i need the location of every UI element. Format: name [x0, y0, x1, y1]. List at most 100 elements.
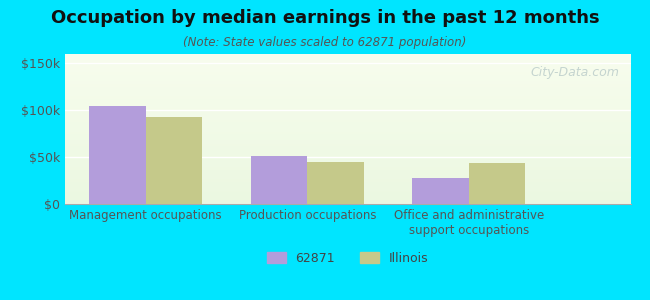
- Bar: [65, 134, 630, 135]
- Bar: [65, 160, 630, 162]
- Bar: [65, 108, 630, 110]
- Bar: [65, 111, 630, 112]
- Bar: [65, 150, 630, 152]
- Bar: [65, 142, 630, 144]
- Bar: [65, 200, 630, 201]
- Bar: [65, 156, 630, 158]
- Bar: [65, 99, 630, 100]
- Bar: [65, 130, 630, 132]
- Bar: [65, 117, 630, 118]
- Bar: [65, 158, 630, 159]
- Bar: [65, 120, 630, 122]
- Bar: [65, 72, 630, 74]
- Bar: [65, 180, 630, 182]
- Bar: [65, 112, 630, 114]
- Bar: [65, 132, 630, 134]
- Bar: [65, 122, 630, 123]
- Bar: [65, 169, 630, 171]
- Bar: [65, 80, 630, 81]
- Bar: [65, 172, 630, 174]
- Bar: [65, 75, 630, 76]
- Bar: [65, 64, 630, 66]
- Bar: [65, 188, 630, 189]
- Bar: [65, 76, 630, 78]
- Bar: [65, 154, 630, 156]
- Bar: [65, 141, 630, 142]
- Bar: [65, 195, 630, 196]
- Bar: [65, 196, 630, 198]
- Bar: [65, 190, 630, 192]
- Bar: [65, 138, 630, 140]
- Bar: [65, 192, 630, 194]
- Bar: [65, 201, 630, 202]
- Bar: [65, 94, 630, 96]
- Bar: [65, 189, 630, 190]
- Bar: [65, 152, 630, 153]
- Bar: [65, 63, 630, 64]
- Bar: [65, 123, 630, 124]
- Bar: [65, 129, 630, 130]
- Bar: [65, 153, 630, 154]
- Bar: [65, 85, 630, 87]
- Bar: [65, 118, 630, 120]
- Bar: [65, 74, 630, 75]
- Bar: [65, 177, 630, 178]
- Bar: [65, 60, 630, 61]
- Bar: [65, 87, 630, 88]
- Bar: [65, 68, 630, 69]
- Bar: [65, 54, 630, 56]
- Bar: [65, 140, 630, 141]
- Bar: [65, 98, 630, 99]
- Bar: [65, 186, 630, 188]
- Bar: [65, 69, 630, 70]
- Bar: [65, 61, 630, 63]
- Bar: [65, 184, 630, 186]
- Bar: [65, 146, 630, 147]
- Bar: [65, 103, 630, 105]
- Bar: [65, 128, 630, 129]
- Bar: [65, 102, 630, 104]
- Bar: [65, 56, 630, 57]
- Bar: [65, 110, 630, 111]
- Bar: [65, 126, 630, 128]
- Bar: [65, 168, 630, 170]
- Bar: [65, 167, 630, 168]
- Bar: [469, 163, 525, 204]
- Bar: [65, 176, 630, 177]
- Text: City-Data.com: City-Data.com: [530, 66, 619, 79]
- Bar: [65, 88, 630, 90]
- Bar: [65, 202, 630, 204]
- Bar: [307, 162, 364, 204]
- Bar: [65, 105, 630, 106]
- Bar: [65, 136, 630, 138]
- Bar: [65, 106, 630, 108]
- Bar: [65, 182, 630, 183]
- Bar: [146, 117, 202, 204]
- Bar: [65, 92, 630, 93]
- Bar: [65, 81, 630, 82]
- Bar: [65, 124, 630, 126]
- Bar: [65, 114, 630, 116]
- Bar: [65, 93, 630, 94]
- Bar: [65, 70, 630, 72]
- Text: Occupation by median earnings in the past 12 months: Occupation by median earnings in the pas…: [51, 9, 599, 27]
- Bar: [65, 57, 630, 58]
- Bar: [65, 147, 630, 148]
- Bar: [65, 144, 630, 146]
- Bar: [65, 165, 630, 166]
- Bar: [65, 198, 630, 200]
- Text: (Note: State values scaled to 62871 population): (Note: State values scaled to 62871 popu…: [183, 36, 467, 49]
- Bar: [65, 171, 630, 172]
- Bar: [65, 178, 630, 180]
- Bar: [65, 164, 630, 165]
- Bar: [65, 194, 630, 195]
- Bar: [65, 174, 630, 176]
- Bar: [65, 135, 630, 136]
- Bar: [65, 78, 630, 80]
- Bar: [65, 183, 630, 184]
- Bar: [65, 159, 630, 160]
- Legend: 62871, Illinois: 62871, Illinois: [262, 247, 434, 270]
- Bar: [65, 58, 630, 60]
- Bar: [65, 84, 630, 86]
- Bar: [65, 90, 630, 92]
